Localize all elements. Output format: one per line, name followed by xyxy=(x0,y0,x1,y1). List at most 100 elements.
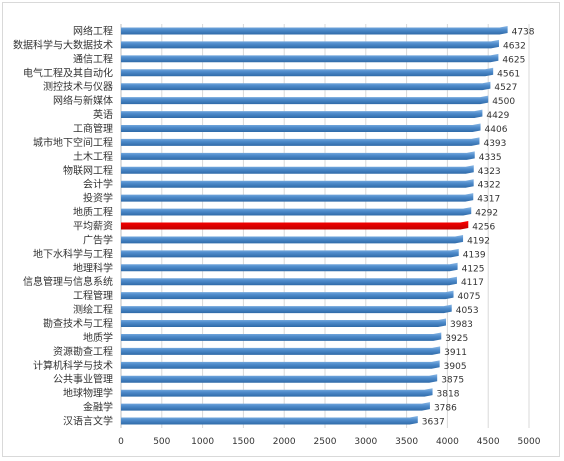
bar xyxy=(121,67,494,77)
bar xyxy=(121,81,491,91)
bar xyxy=(121,388,433,397)
data-label: 4053 xyxy=(456,306,479,316)
category-label: 测绘工程 xyxy=(73,303,113,316)
bar xyxy=(121,53,499,63)
bar xyxy=(121,95,489,105)
bar xyxy=(121,374,438,383)
bar xyxy=(121,137,480,146)
category-label: 公共事业管理 xyxy=(53,373,113,386)
category-label: 土木工程 xyxy=(73,150,113,163)
bar xyxy=(121,179,474,188)
category-label: 网络与新媒体 xyxy=(53,94,113,107)
category-label: 通信工程 xyxy=(73,53,113,65)
x-tick-label: 3000 xyxy=(354,437,377,447)
bar xyxy=(121,332,442,341)
data-label: 4256 xyxy=(472,223,495,233)
x-tick-label: 4000 xyxy=(436,437,459,447)
data-label: 4335 xyxy=(479,153,502,163)
x-tick-label: 3500 xyxy=(395,437,418,447)
category-label: 投资学 xyxy=(83,192,113,205)
category-label: 金融学 xyxy=(83,401,113,414)
data-label: 3786 xyxy=(434,404,457,414)
bar xyxy=(121,416,418,425)
data-label: 3818 xyxy=(437,390,460,400)
data-label: 4527 xyxy=(494,83,517,93)
bar xyxy=(121,25,508,35)
bar xyxy=(121,248,459,258)
data-label: 3911 xyxy=(444,348,467,358)
data-label: 4625 xyxy=(502,55,525,65)
bar xyxy=(121,165,474,174)
data-label: 4292 xyxy=(475,209,498,219)
bar xyxy=(121,39,499,49)
category-label: 勘查技术与工程 xyxy=(43,317,113,330)
bar xyxy=(121,402,430,411)
category-label: 计算机科学与技术 xyxy=(33,359,113,372)
bar xyxy=(121,318,447,327)
category-label: 测控技术与仪器 xyxy=(43,80,113,93)
data-label: 4125 xyxy=(462,264,485,274)
x-tick-label: 4500 xyxy=(477,437,500,447)
data-label: 4500 xyxy=(492,97,515,107)
data-label: 4322 xyxy=(478,181,501,191)
x-tick-label: 1000 xyxy=(191,437,214,447)
data-label: 4323 xyxy=(478,167,501,177)
category-label: 数据科学与大数据技术 xyxy=(13,38,113,51)
data-label: 4561 xyxy=(497,69,520,79)
bar xyxy=(121,346,441,355)
data-label: 3983 xyxy=(450,320,473,330)
bar xyxy=(121,360,440,369)
bars xyxy=(121,25,508,425)
bar xyxy=(121,151,475,160)
x-tick-label: 0 xyxy=(118,437,124,447)
bar xyxy=(121,276,457,286)
category-label: 地质工程 xyxy=(73,206,113,219)
category-label: 工程管理 xyxy=(73,289,113,302)
category-label: 工商管理 xyxy=(73,122,113,135)
data-label: 4317 xyxy=(477,195,500,205)
data-label: 4406 xyxy=(485,125,508,135)
data-label: 3925 xyxy=(445,334,468,344)
bar xyxy=(121,193,474,202)
category-label: 信息管理与信息系统 xyxy=(23,275,113,288)
data-label: 4139 xyxy=(463,250,486,260)
category-label: 平均薪资 xyxy=(73,221,113,233)
category-label: 广告学 xyxy=(83,233,113,246)
data-label: 3875 xyxy=(441,376,464,386)
bar xyxy=(121,207,472,216)
x-tick-label: 500 xyxy=(153,437,170,447)
category-label: 资源勘查工程 xyxy=(53,345,113,358)
data-label: 4117 xyxy=(461,278,484,288)
x-tick-label: 5000 xyxy=(518,437,541,447)
category-label: 电气工程及其自动化 xyxy=(23,66,113,79)
bar-highlight xyxy=(121,221,469,230)
category-label: 地下水科学与工程 xyxy=(33,247,113,260)
category-label: 地质学 xyxy=(83,331,113,344)
bar xyxy=(121,262,458,272)
x-tick-label: 1500 xyxy=(232,437,255,447)
data-label: 3637 xyxy=(422,418,445,428)
data-label: 4738 xyxy=(512,27,535,37)
data-label: 4632 xyxy=(503,41,526,51)
category-label: 城市地下空间工程 xyxy=(33,136,113,149)
data-label: 4075 xyxy=(458,292,481,302)
data-label: 4393 xyxy=(483,139,506,149)
data-label: 4429 xyxy=(486,111,509,121)
data-label: 4192 xyxy=(467,236,490,246)
bar xyxy=(121,304,452,314)
bar xyxy=(121,109,483,119)
x-tick-label: 2500 xyxy=(314,437,337,447)
data-label: 3905 xyxy=(444,362,467,372)
category-label: 汉语言文学 xyxy=(63,415,113,428)
category-label: 地理科学 xyxy=(73,261,113,274)
x-tick-label: 2000 xyxy=(273,437,296,447)
category-label: 物联网工程 xyxy=(63,164,113,177)
x-axis-ticks: 0 500 1000 1500 2000 2500 3000 3500 4000 4500 5000 xyxy=(118,437,541,447)
category-labels: 网络工程数据科学与大数据技术通信工程电气工程及其自动化测控技术与仪器网络与新媒体… xyxy=(13,24,113,427)
bar xyxy=(121,290,454,300)
category-label: 英语 xyxy=(93,108,113,121)
data-labels: 4738 4632 4625 4561 4527 4500 4429 4406 4393 4335… xyxy=(422,27,535,427)
category-label: 网络工程 xyxy=(73,24,113,37)
bar xyxy=(121,123,481,132)
